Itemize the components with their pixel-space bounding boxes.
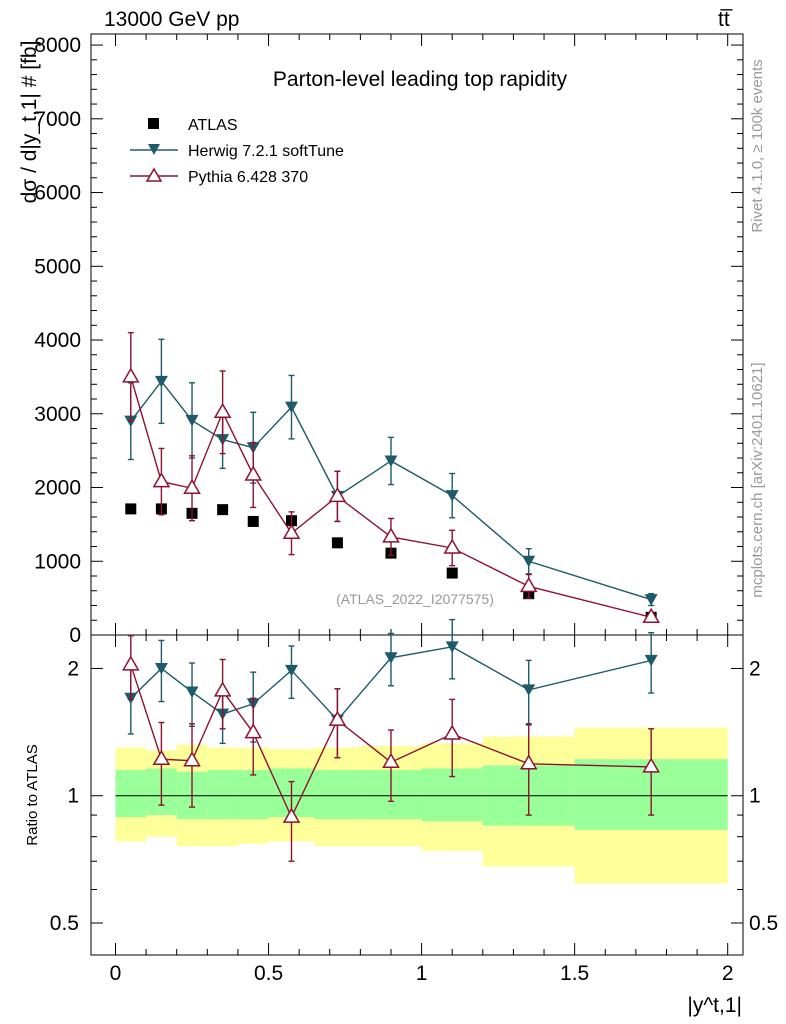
ratio-herwig-point <box>522 684 536 696</box>
main-y-axis-title: dσ / d|y_t,1| # [fb] <box>18 41 41 204</box>
main-herwig-point <box>522 555 536 568</box>
main-pythia-point <box>213 402 232 419</box>
main-atlas-point <box>247 515 259 527</box>
main-pythia-group <box>121 331 660 624</box>
ratio-y-tick-label-right: 0.5 <box>749 912 778 935</box>
x-axis-title: |y^t,1| <box>687 994 742 1017</box>
legend-atlas-marker <box>148 118 159 129</box>
main-y-tick-label: 1000 <box>34 550 81 573</box>
ratio-y-tick-label-left: 1 <box>67 785 79 808</box>
ratio-pythia-point <box>519 754 538 770</box>
ratio-pythia-point <box>443 724 462 740</box>
legend-pythia-label: Pythia 6.428 370 <box>188 169 308 186</box>
ratio-herwig-point <box>384 652 398 664</box>
process-label: tt̅ <box>718 8 734 31</box>
main-y-tick-label: 3000 <box>34 403 81 426</box>
ratio-pythia-group <box>121 635 660 862</box>
ratio-y-tick-label-left: 0.5 <box>50 912 79 935</box>
x-tick-label: 1 <box>416 962 428 985</box>
main-herwig-point <box>384 455 398 467</box>
main-y-tick-label: 8000 <box>34 34 81 57</box>
main-y-tick-label: 5000 <box>34 255 81 278</box>
main-herwig-point <box>445 490 459 502</box>
green-band-bin <box>237 770 269 820</box>
ratio-herwig-point <box>185 686 199 698</box>
main-series <box>121 331 660 624</box>
ratio-uncertainty-bands <box>115 727 728 884</box>
main-atlas-point <box>217 504 229 516</box>
ratio-y-tick-label-right: 2 <box>749 657 761 680</box>
green-band-bin <box>115 770 147 818</box>
ratio-pythia-point <box>642 757 660 773</box>
ratio-pythia-point <box>183 751 201 767</box>
energy-label: 13000 GeV pp <box>104 8 239 31</box>
main-pythia-point <box>642 607 660 624</box>
main-herwig-point <box>644 594 658 606</box>
ratio-herwig-point <box>644 654 658 667</box>
main-y-tick-label: 7000 <box>34 108 81 131</box>
analysis-tag: (ATLAS_2022_I2077575) <box>336 591 494 607</box>
green-band-bin <box>314 770 361 820</box>
main-herwig-line <box>130 380 652 601</box>
main-pythia-point <box>244 465 263 481</box>
main-y-tick-label: 6000 <box>34 182 81 205</box>
ratio-herwig-point <box>154 662 168 675</box>
legend-atlas-label: ATLAS <box>188 117 238 134</box>
ratio-pythia-point <box>328 710 347 726</box>
green-band-bin <box>421 768 483 822</box>
main-pythia-point <box>183 478 201 495</box>
x-tick-label: 0.5 <box>254 962 283 985</box>
ratio-y-tick-label-left: 2 <box>67 657 79 680</box>
main-pythia-point <box>328 486 347 503</box>
main-pythia-point <box>121 367 140 383</box>
ratio-pythia-point <box>244 723 263 739</box>
main-y-tick-label: 2000 <box>34 477 81 500</box>
main-herwig-point <box>185 414 199 427</box>
main-y-tick-label: 4000 <box>34 329 81 352</box>
ratio-y-axis-title: Ratio to ATLAS <box>24 744 41 845</box>
legend-herwig-label: Herwig 7.2.1 softTune <box>188 143 344 160</box>
main-atlas-point <box>446 567 458 579</box>
legend-pythia-marker <box>145 167 163 182</box>
main-pythia-point <box>443 538 462 554</box>
main-pythia-point <box>282 523 301 539</box>
main-atlas-point <box>125 503 137 515</box>
ratio-pythia-point <box>282 807 301 823</box>
ratio-herwig-point <box>284 664 298 677</box>
ratio-y-tick-label-right: 1 <box>749 785 761 808</box>
main-pythia-point <box>152 472 171 488</box>
mcplots-url-label: mcplots.cern.ch [arXiv:2401.10621] <box>749 362 766 597</box>
ratio-pythia-point <box>121 655 140 671</box>
main-axes: 0 1000 2000 3000 4000 5000 6000 7000 8000 <box>34 34 743 647</box>
ratio-herwig-point <box>445 641 459 653</box>
main-pythia-line <box>130 376 652 618</box>
legend-herwig-marker <box>148 144 160 155</box>
ratio-pythia-point <box>382 752 400 769</box>
main-pythia-point <box>519 576 538 593</box>
main-herwig-point <box>284 401 298 414</box>
ratio-pythia-point <box>213 681 232 697</box>
legend: ATLAS Herwig 7.2.1 softTune Pythia 6.428… <box>130 117 344 186</box>
rivet-version-label: Rivet 4.1.0, ≥ 100k events <box>749 59 766 232</box>
plot-title: Parton-level leading top rapidity <box>273 68 568 91</box>
x-tick-label: 2 <box>722 962 734 985</box>
main-y-tick-label: 0 <box>69 624 81 647</box>
main-atlas-point <box>331 537 343 549</box>
ratio-panel-frame <box>90 634 744 956</box>
ratio-pythia-point <box>152 749 171 765</box>
ratio-series <box>121 618 660 862</box>
x-tick-label: 1.5 <box>560 962 589 985</box>
x-tick-label: 0 <box>110 962 122 985</box>
ratio-axes: 0.5 0.5 1 1 2 2 0 0.5 1 1.5 2 <box>50 635 778 985</box>
main-herwig-point <box>154 375 168 388</box>
main-pythia-point <box>382 527 400 543</box>
green-band-bin <box>207 770 238 820</box>
main-herwig-group <box>124 338 658 607</box>
